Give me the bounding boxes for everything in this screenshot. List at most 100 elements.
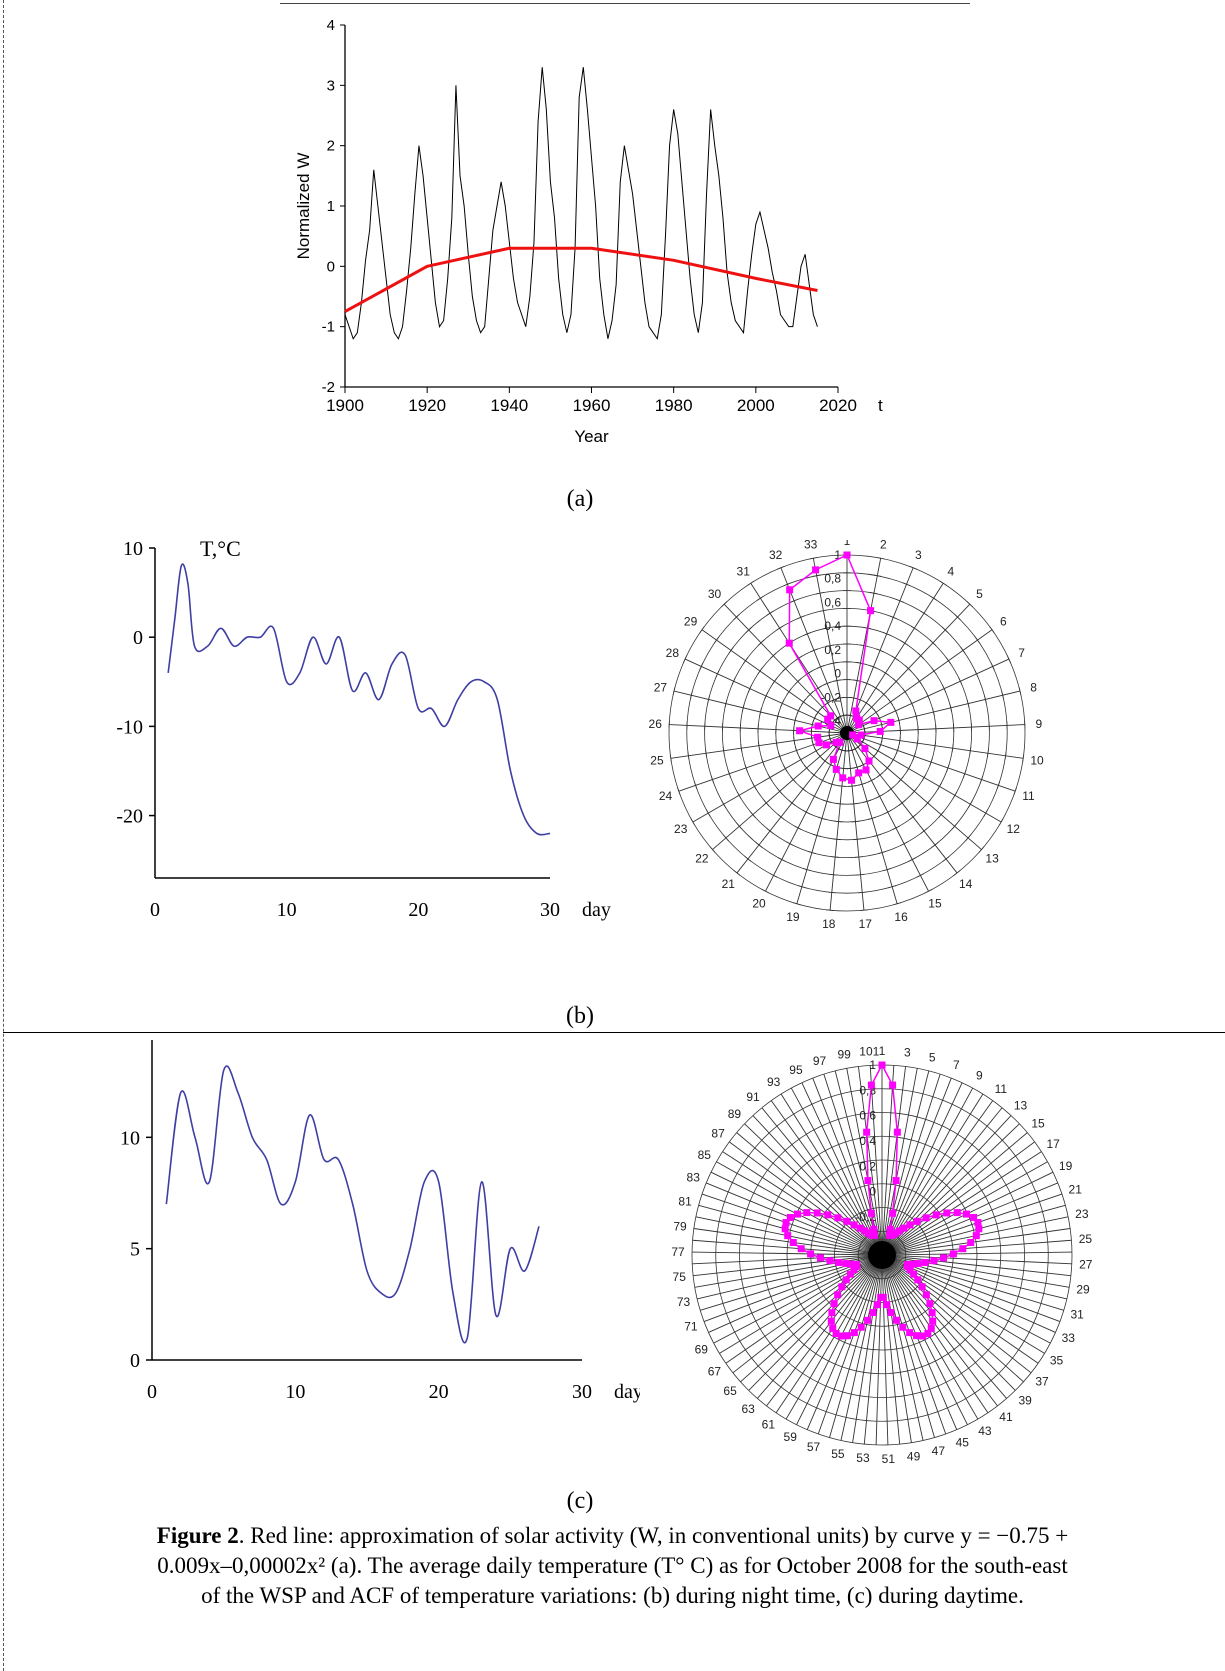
night-spoke-tick — [954, 870, 960, 875]
day-spoke-label: 49 — [907, 1450, 921, 1464]
night-spoke-tick — [776, 626, 783, 630]
night-spoke-label: 16 — [894, 910, 908, 924]
day-spoke-label: 15 — [1031, 1117, 1045, 1131]
night-acf-point — [812, 566, 819, 573]
day-spoke-label: 91 — [746, 1090, 760, 1104]
night-spoke-tick — [683, 655, 686, 662]
caption-line-1: Figure 2. Red line: approximation of sol… — [0, 1521, 1225, 1551]
day-spoke — [882, 1133, 1027, 1255]
night-spoke-tick — [959, 678, 962, 685]
night-x-tick-label: 10 — [277, 899, 297, 921]
night-spoke-label: 11 — [1022, 789, 1035, 803]
caption-line-3: of the WSP and ACF of temperature variat… — [0, 1581, 1225, 1611]
day-spoke-label: 57 — [807, 1440, 821, 1454]
night-spoke-label: 25 — [650, 753, 664, 767]
day-acf-point — [914, 1218, 921, 1225]
day-acf-point — [906, 1221, 913, 1228]
night-spoke-tick — [836, 803, 844, 804]
night-spoke-tick — [932, 668, 937, 675]
night-spoke-label: 24 — [659, 789, 673, 803]
night-spoke-tick — [991, 663, 994, 670]
x-tick-label: 1920 — [408, 396, 446, 415]
day-acf-point — [899, 1324, 906, 1331]
day-acf-point — [824, 1211, 831, 1218]
night-spoke-tick — [877, 773, 883, 778]
day-acf-point — [828, 1309, 835, 1316]
solar-activity-line — [345, 67, 817, 339]
night-y-axis-title: T,°C — [200, 536, 241, 561]
night-spoke-tick — [1005, 752, 1006, 760]
day-acf-point — [831, 1300, 838, 1307]
night-spoke-tick — [901, 842, 908, 846]
night-spoke-label: 10 — [1030, 753, 1044, 767]
night-spoke-tick — [819, 779, 826, 783]
day-spoke-label: 3 — [904, 1046, 911, 1060]
night-spoke-tick — [835, 821, 843, 822]
night-acf-point — [796, 727, 803, 734]
day-acf-point — [919, 1283, 926, 1290]
day-spoke-label: 79 — [673, 1220, 687, 1234]
night-spoke-tick — [975, 670, 978, 677]
night-spoke-tick — [873, 686, 880, 690]
night-y-tick-label: 0 — [133, 627, 143, 649]
day-acf-point — [794, 1211, 801, 1218]
night-spoke-tick — [990, 626, 995, 633]
night-spoke-tick — [670, 754, 671, 762]
night-spoke-tick — [723, 747, 724, 755]
night-acf-point — [861, 745, 868, 752]
day-temperature-line — [166, 1066, 539, 1343]
day-acf-point — [814, 1209, 821, 1216]
night-ring-label: 0,8 — [824, 572, 841, 586]
night-spoke-tick — [884, 810, 891, 814]
day-temperature-chart: 1510500102030dayT,°C — [0, 1040, 640, 1440]
night-spoke-tick — [921, 828, 927, 833]
night-acf-point — [815, 723, 822, 730]
day-y-tick-label: 5 — [130, 1239, 140, 1261]
day-spoke-label: 21 — [1069, 1183, 1083, 1197]
y-tick-label: 1 — [327, 198, 335, 215]
day-acf-point — [894, 1129, 901, 1136]
day-acf-radar-chart: 10,80,60,40,20-0,21 3 57911131517192123252… — [660, 1030, 1100, 1470]
day-acf-point — [863, 1129, 870, 1136]
day-acf-point — [883, 1301, 890, 1308]
night-spoke-tick — [946, 657, 951, 664]
night-spoke-tick — [799, 756, 803, 763]
day-spoke-label: 93 — [767, 1075, 781, 1089]
night-acf-point — [867, 607, 874, 614]
night-spoke-tick — [909, 858, 916, 862]
night-spoke-tick — [757, 596, 764, 600]
night-spoke-tick — [968, 801, 972, 808]
day-spoke-label: 71 — [684, 1319, 698, 1333]
day-acf-point — [835, 1259, 842, 1266]
y-tick-label: -2 — [322, 379, 335, 396]
night-spoke-tick — [910, 700, 913, 707]
day-spoke-label: 23 — [1075, 1207, 1089, 1221]
night-spoke-tick — [926, 692, 929, 699]
day-spoke-label: 75 — [673, 1270, 687, 1284]
day-spoke-label: 51 — [882, 1452, 896, 1466]
night-spoke-tick — [942, 685, 945, 692]
day-x-tick-label: 30 — [572, 1381, 592, 1403]
night-spoke-tick — [857, 874, 865, 875]
day-spoke-label: 5 — [929, 1050, 936, 1064]
day-acf-point — [877, 1294, 884, 1301]
night-spoke-label: 1 — [844, 540, 851, 548]
day-acf-point — [906, 1329, 913, 1336]
day-spoke — [818, 1255, 882, 1434]
night-acf-point — [786, 586, 793, 593]
night-spoke-tick — [764, 692, 767, 699]
day-spoke-label: 87 — [711, 1127, 725, 1141]
day-acf-point — [851, 1221, 858, 1228]
night-spoke-label: 23 — [674, 822, 688, 836]
day-acf-point — [929, 1318, 936, 1325]
night-acf-point — [786, 640, 793, 647]
night-spoke-tick — [860, 910, 868, 911]
day-y-tick-label: 10 — [120, 1127, 140, 1149]
night-spoke-label: 15 — [928, 897, 942, 911]
day-spoke-label: 41 — [999, 1410, 1013, 1424]
night-spoke-tick — [851, 821, 859, 822]
night-spoke-tick — [922, 774, 926, 781]
day-spoke-label: 33 — [1062, 1331, 1076, 1345]
night-spoke-tick — [910, 814, 916, 819]
night-spoke-tick — [848, 786, 856, 787]
